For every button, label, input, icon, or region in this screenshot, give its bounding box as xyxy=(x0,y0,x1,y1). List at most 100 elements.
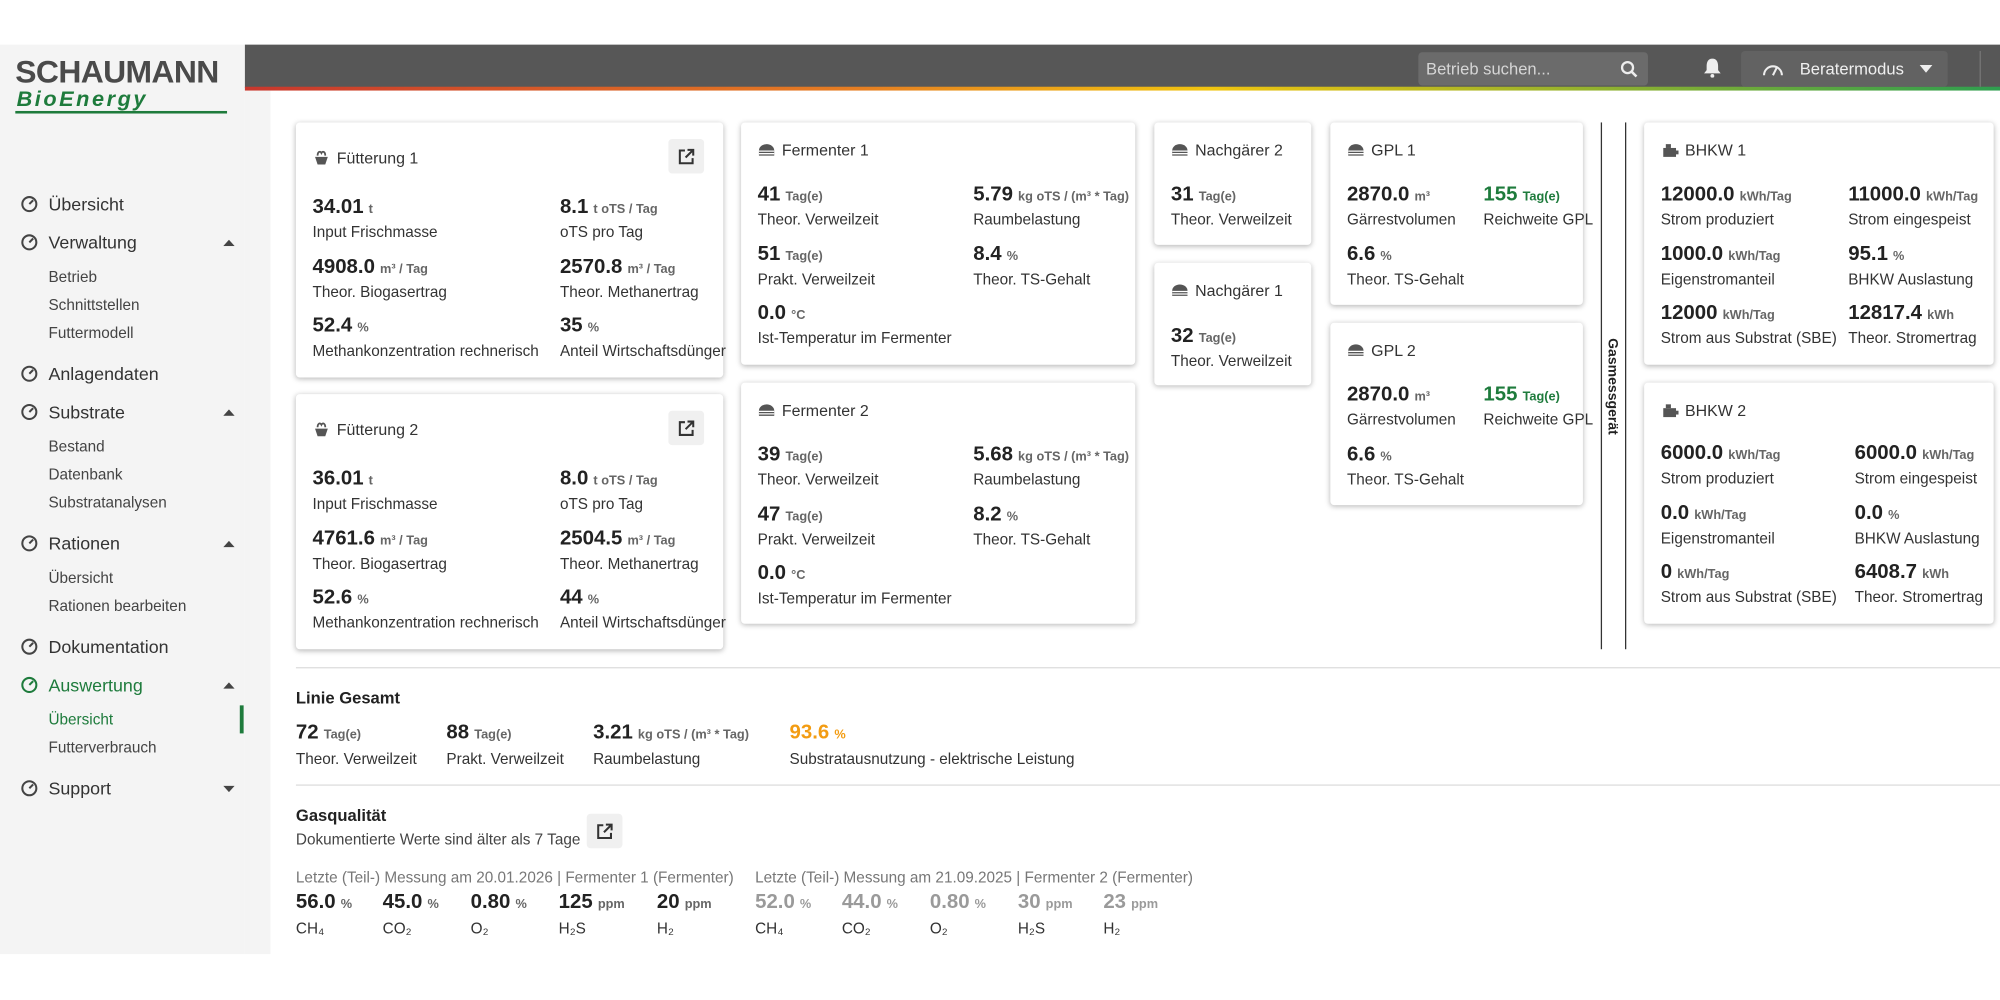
metric-label: Strom eingespeist xyxy=(1854,469,1978,488)
metric-value: 93.6% xyxy=(790,722,846,745)
value: 0.0 xyxy=(1854,501,1883,524)
metric-label: Theor. Biogasertrag xyxy=(312,282,447,301)
menu-item[interactable]: Support xyxy=(48,778,112,799)
unit: % xyxy=(1380,249,1392,264)
card xyxy=(1644,122,1994,365)
content-margin xyxy=(244,89,271,955)
submenu-item[interactable]: Übersicht xyxy=(48,568,114,587)
menu-item[interactable]: Dokumentation xyxy=(48,636,169,657)
submenu-item[interactable]: Datenbank xyxy=(48,465,123,484)
value: 3.21 xyxy=(593,721,633,744)
unit: % xyxy=(1006,509,1019,524)
menu-icon xyxy=(21,196,38,213)
measurement-caption: Letzte (Teil-) Messung am 20.01.2026 | F… xyxy=(295,868,734,887)
value: 8.2 xyxy=(973,503,1002,525)
value: 56.0 xyxy=(295,891,336,914)
menu-caret xyxy=(223,785,235,792)
submenu-item[interactable]: Übersicht xyxy=(48,710,114,729)
unit: kWh/Tag xyxy=(1925,190,1979,205)
metric-value: 52.4% xyxy=(312,315,368,338)
external-link-icon xyxy=(678,419,695,436)
unit: m³ / Tag xyxy=(627,533,676,548)
menu-item[interactable]: Auswertung xyxy=(48,674,143,696)
metric-label: Theor. Stromertrag xyxy=(1854,588,1984,606)
external-link-button[interactable] xyxy=(668,410,705,446)
unit: kWh/Tag xyxy=(1694,508,1747,523)
unit: Tag(e) xyxy=(1522,390,1560,405)
menu-item[interactable]: Übersicht xyxy=(48,193,124,215)
divider xyxy=(295,784,2000,786)
submenu-item[interactable]: Futtermodell xyxy=(48,323,134,342)
unit: t oTS / Tag xyxy=(593,202,658,217)
unit: kWh/Tag xyxy=(1739,190,1792,205)
menu-icon xyxy=(21,638,38,655)
external-link-button[interactable] xyxy=(668,139,705,174)
menu-icon xyxy=(21,676,38,693)
header-accent xyxy=(244,86,2000,91)
unit: m³ xyxy=(1414,190,1431,205)
metric-label: Ist-Temperatur im Fermenter xyxy=(757,329,952,347)
value: 2570.8 xyxy=(559,255,623,278)
card-icon xyxy=(1663,404,1679,418)
unit: % xyxy=(427,897,439,912)
card xyxy=(741,382,1136,624)
submenu-item[interactable]: Schnittstellen xyxy=(48,295,140,314)
value: 125 xyxy=(558,891,593,914)
section-note: Dokumentierte Werte sind älter als 7 Tag… xyxy=(295,830,581,849)
metric-label: Theor. Verweilzeit xyxy=(757,210,879,229)
value: 36.01 xyxy=(312,468,364,490)
unit: Tag(e) xyxy=(785,249,823,264)
metric-label: Strom produziert xyxy=(1660,210,1774,229)
metric-value: 36.01 t xyxy=(312,468,372,491)
notification-bell[interactable] xyxy=(1703,57,1722,78)
metric-label: Anteil Wirtschaftsdünger xyxy=(559,341,726,360)
menu-item[interactable]: Rationen xyxy=(48,533,120,554)
metric-value: 3.21 kg oTS / (m³ * Tag) xyxy=(593,722,749,745)
metric-value: 0.0% xyxy=(1855,502,1900,525)
external-link-icon xyxy=(678,148,695,164)
external-link-button[interactable] xyxy=(586,813,623,849)
metric-label: Eigenstromanteil xyxy=(1660,269,1775,288)
value: 0.0 xyxy=(757,302,787,324)
search-box[interactable]: Betrieb suchen... xyxy=(1418,52,1648,86)
submenu-item[interactable]: Futterverbrauch xyxy=(48,738,157,757)
card-title: Fütterung 1 xyxy=(336,149,419,168)
metric-value: 30 ppm xyxy=(1018,892,1073,915)
value: 4761.6 xyxy=(312,527,375,550)
value: 5.79 xyxy=(973,183,1013,206)
metric-value: 51 Tag(e) xyxy=(758,243,823,266)
metric-value: 6000.0 kWh/Tag xyxy=(1855,443,1975,466)
menu-caret xyxy=(223,239,235,246)
card-title: BHKW 1 xyxy=(1684,141,1747,160)
unit: m³ / Tag xyxy=(380,533,428,548)
menu-item[interactable]: Anlagendaten xyxy=(48,363,159,384)
submenu-item[interactable]: Substratanalysen xyxy=(48,493,167,512)
metric-value: 39 Tag(e) xyxy=(758,444,823,467)
metric-value: 44% xyxy=(560,587,599,610)
unit: % xyxy=(340,897,353,912)
unit: Tag(e) xyxy=(323,728,362,743)
metric-value: 31 Tag(e) xyxy=(1171,184,1236,207)
unit: kWh/Tag xyxy=(1728,448,1781,464)
submenu-item[interactable]: Bestand xyxy=(48,437,105,456)
card-icon xyxy=(758,404,775,416)
metric-label: Theor. Biogasertrag xyxy=(312,554,447,573)
unit: % xyxy=(1888,508,1900,523)
mode-button[interactable]: Beratermodus xyxy=(1741,51,1948,87)
metric-label: Theor. Verweilzeit xyxy=(1170,210,1292,229)
submenu-item[interactable]: Betrieb xyxy=(48,267,97,286)
card-title: GPL 1 xyxy=(1371,141,1416,160)
mode-icon xyxy=(1763,65,1783,76)
metric-label: Reichweite GPL xyxy=(1483,410,1594,429)
metric-label: H₂S xyxy=(558,919,586,938)
menu-item[interactable]: Substrate xyxy=(48,401,125,423)
menu-item[interactable]: Verwaltung xyxy=(48,232,137,253)
submenu-item[interactable]: Rationen bearbeiten xyxy=(48,596,187,615)
value: 6408.7 xyxy=(1854,561,1918,583)
unit: ppm xyxy=(597,897,625,912)
unit: t xyxy=(368,202,373,217)
metric-value: 41 Tag(e) xyxy=(758,184,823,207)
section-title: Gasqualität xyxy=(295,805,387,825)
unit: Tag(e) xyxy=(474,728,512,743)
